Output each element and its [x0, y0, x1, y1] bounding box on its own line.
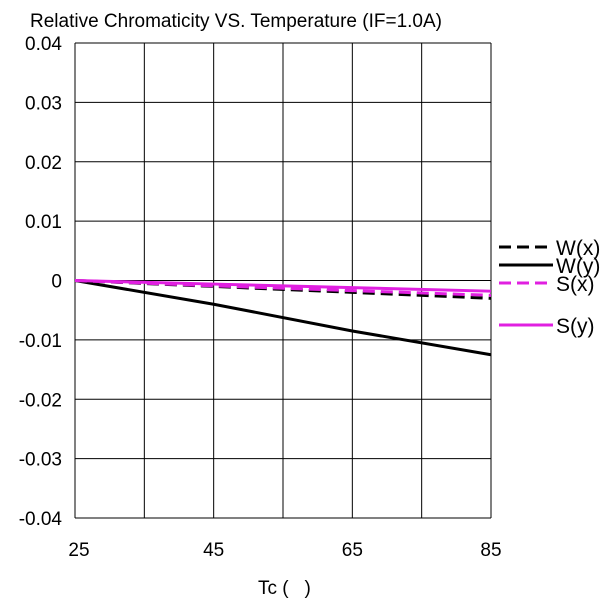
- series-line: [74, 279, 492, 297]
- y-tick-label: -0.03: [19, 450, 62, 471]
- grid: [74, 42, 492, 519]
- x-tick-label: 25: [68, 540, 89, 561]
- series-lines: [74, 279, 492, 357]
- y-tick-label: -0.02: [19, 390, 62, 411]
- x-axis-ticks: 25 45 65 85: [68, 540, 501, 561]
- series-line: [74, 279, 492, 357]
- y-tick-label: 0: [51, 272, 62, 293]
- legend-label: S(y): [556, 315, 595, 338]
- y-tick-label: -0.04: [19, 509, 63, 530]
- y-tick-label: -0.01: [19, 331, 62, 352]
- chart-title: Relative Chromaticity VS. Temperature (I…: [30, 11, 442, 32]
- x-tick-label: 65: [342, 540, 363, 561]
- x-axis-label: Tc ( ): [258, 578, 311, 599]
- y-tick-label: 0.03: [25, 93, 62, 114]
- x-tick-label: 45: [203, 540, 224, 561]
- y-tick-label: 0.01: [25, 212, 62, 233]
- legend: W(x)W(y)S(x) S(y): [499, 237, 600, 338]
- y-axis-ticks: 0.04 0.03 0.02 0.01 0 -0.01 -0.02 -0.03 -0.04: [19, 34, 63, 530]
- y-tick-label: 0.02: [25, 153, 62, 174]
- legend-label: S(x): [556, 273, 595, 296]
- series-line: [74, 279, 492, 293]
- legend-label: W(x): [556, 237, 600, 260]
- y-tick-label: 0.04: [25, 34, 62, 55]
- legend-label: W(y): [556, 255, 600, 278]
- x-tick-label: 85: [480, 540, 501, 561]
